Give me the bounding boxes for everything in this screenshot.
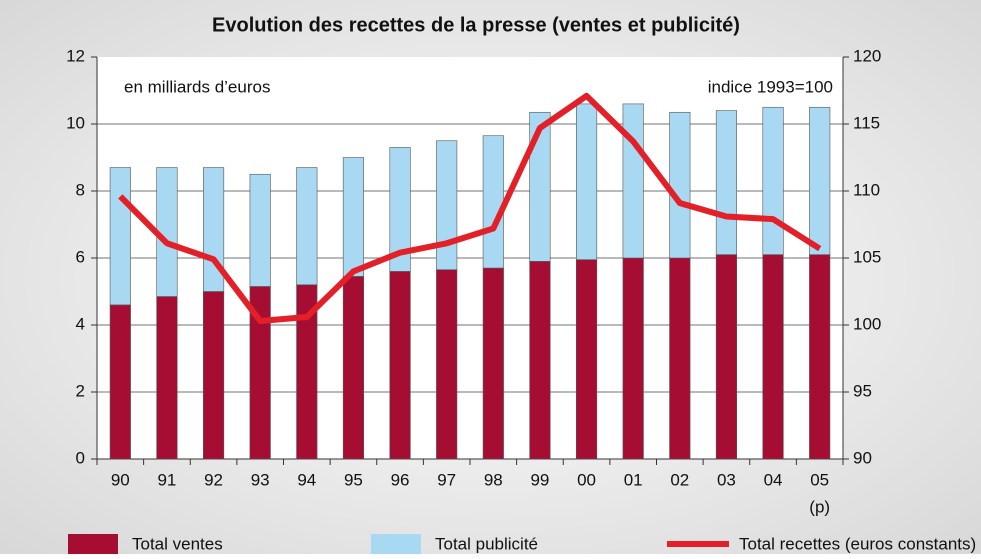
bar (342, 157, 364, 277)
bar (576, 103, 598, 260)
bar (715, 254, 737, 460)
bar (669, 257, 691, 460)
x-tick-label: 95 (344, 470, 363, 489)
bar (203, 291, 225, 460)
x-tick-note: (p) (809, 497, 830, 516)
y-tick-label: 12 (66, 46, 85, 65)
bar (296, 167, 318, 286)
x-tick-label: 94 (297, 470, 316, 489)
x-tick-label: 96 (391, 470, 410, 489)
y2-axis-label: indice 1993=100 (708, 77, 833, 96)
y2-tick-label: 90 (853, 448, 872, 467)
y2-tick-label: 105 (853, 247, 881, 266)
line (118, 92, 822, 324)
bar (109, 167, 131, 306)
bar (529, 111, 551, 262)
legend-swatch (371, 534, 421, 554)
x-tick-label: 03 (717, 470, 736, 489)
y2-tick-label: 120 (853, 46, 881, 65)
bar (576, 259, 598, 460)
y-tick-label: 0 (76, 448, 85, 467)
bar (482, 267, 504, 460)
y2-tick-label: 95 (853, 381, 872, 400)
x-tick-label: 90 (111, 470, 130, 489)
x-tick-label: 97 (437, 470, 456, 489)
legend-swatch (68, 534, 118, 554)
bar (762, 106, 784, 255)
y-tick-label: 8 (76, 180, 85, 199)
legend-label: Total publicité (435, 534, 538, 553)
y-axis-label: en milliards d’euros (124, 77, 270, 96)
bar (809, 106, 831, 255)
x-tick-label: 98 (484, 470, 503, 489)
x-tick-label: 04 (764, 470, 783, 489)
bar (669, 111, 691, 259)
x-tick-label: 00 (577, 470, 596, 489)
x-tick-label: 01 (624, 470, 643, 489)
x-tick-label: 99 (530, 470, 549, 489)
y-tick-label: 6 (76, 247, 85, 266)
x-tick-label: 92 (204, 470, 223, 489)
bar (389, 271, 411, 460)
bar (389, 147, 411, 272)
x-tick-label: 91 (157, 470, 176, 489)
bar (342, 276, 364, 460)
bar (622, 103, 644, 259)
y-tick-label: 10 (66, 113, 85, 132)
bar (109, 304, 131, 460)
chart-title: Evolution des recettes de la presse (ven… (212, 14, 740, 36)
y-tick-label: 4 (76, 314, 85, 333)
bar (622, 257, 644, 460)
legend-swatch (667, 541, 729, 547)
x-tick-label: 05 (810, 470, 829, 489)
x-tick-label: 93 (251, 470, 270, 489)
bar (529, 261, 551, 460)
y2-tick-label: 100 (853, 314, 881, 333)
bar (436, 269, 458, 460)
y-tick-label: 2 (76, 381, 85, 400)
bar (762, 254, 784, 460)
bar (249, 173, 271, 287)
bar (809, 254, 831, 460)
bar (156, 296, 178, 460)
bar (482, 135, 504, 269)
y2-tick-label: 110 (853, 180, 880, 199)
bar (715, 110, 737, 255)
bar (436, 140, 458, 271)
legend-label: Total recettes (euros constants) (739, 534, 976, 553)
y2-tick-label: 115 (853, 113, 880, 132)
legend-label: Total ventes (132, 534, 223, 553)
x-tick-label: 02 (670, 470, 689, 489)
